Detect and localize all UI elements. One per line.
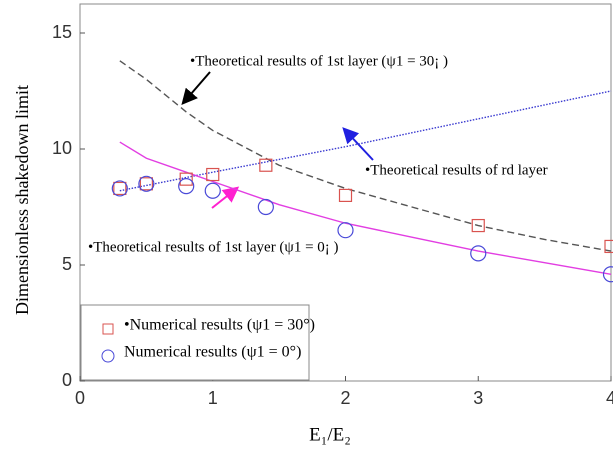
square-marker bbox=[604, 239, 613, 254]
x-tick-label: 2 bbox=[340, 388, 350, 408]
x-tick-label: 4 bbox=[606, 388, 613, 408]
legend-label: •Numerical results (ψ1 = 30°) bbox=[124, 317, 315, 334]
arrow bbox=[181, 71, 211, 106]
square-marker bbox=[338, 188, 353, 202]
y-tick-label: 10 bbox=[52, 138, 72, 158]
arrow bbox=[342, 127, 374, 161]
legend-box bbox=[80, 304, 310, 381]
circle-marker bbox=[204, 182, 221, 199]
y-tick-label: 0 bbox=[62, 370, 72, 390]
arrow bbox=[211, 186, 240, 209]
line bbox=[119, 90, 612, 192]
circle-marker bbox=[337, 222, 354, 239]
y-axis-label: Dimensionless shakedown limit bbox=[12, 85, 32, 315]
legend-marker bbox=[101, 349, 115, 363]
circle-marker bbox=[178, 178, 195, 195]
line bbox=[119, 141, 612, 275]
square-marker bbox=[259, 158, 273, 172]
square-marker bbox=[206, 167, 220, 182]
circle-marker bbox=[138, 175, 155, 192]
x-tick-label: 0 bbox=[75, 388, 85, 408]
legend-label: Numerical results (ψ1 = 0°) bbox=[124, 344, 301, 361]
square-marker bbox=[471, 218, 485, 233]
circle-marker bbox=[257, 198, 274, 216]
circle-marker bbox=[111, 180, 128, 197]
square-marker bbox=[113, 181, 127, 196]
circle-marker bbox=[470, 245, 487, 262]
line bbox=[119, 60, 612, 252]
annotation: •Theoretical results of 1st layer (ψ1 = … bbox=[88, 239, 339, 255]
x-tick-label: 1 bbox=[208, 388, 218, 408]
y-tick-label: 5 bbox=[62, 254, 72, 274]
x-tick-label: 3 bbox=[473, 388, 483, 408]
square-marker bbox=[179, 172, 193, 186]
x-axis-label: E₁/E₂ bbox=[309, 424, 351, 445]
square-marker bbox=[139, 177, 153, 191]
annotation: •Theoretical results of rd layer bbox=[365, 162, 548, 178]
circle-marker bbox=[602, 266, 613, 283]
legend-marker bbox=[102, 323, 114, 335]
annotation: •Theoretical results of 1st layer (ψ1 = … bbox=[190, 53, 448, 69]
y-tick-label: 15 bbox=[52, 22, 72, 42]
